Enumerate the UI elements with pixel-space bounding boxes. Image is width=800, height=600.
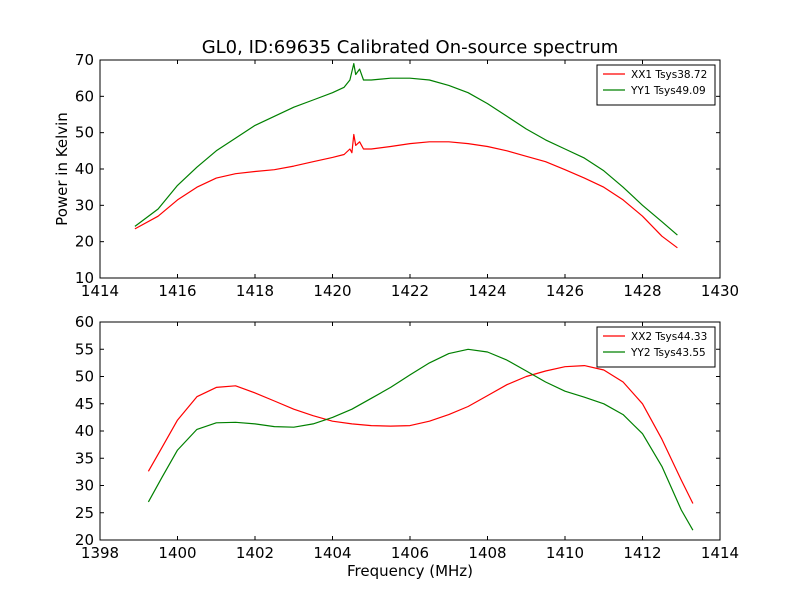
series-line-2 xyxy=(134,63,678,236)
x-tick-label: 1400 xyxy=(158,544,196,562)
legend: XX1 Tsys38.72 YY1 Tsys49.09 xyxy=(596,64,716,106)
x-tick-label: 1418 xyxy=(236,282,274,300)
x-tick-label: 1414 xyxy=(701,544,739,562)
legend-label: YY1 Tsys49.09 xyxy=(630,85,706,97)
y-tick-label: 55 xyxy=(75,340,94,358)
x-tick-label: 1398 xyxy=(81,544,119,562)
legend: XX2 Tsys44.33 YY2 Tsys43.55 xyxy=(596,326,716,368)
series-line-1 xyxy=(134,133,678,249)
y-tick-label: 10 xyxy=(75,269,94,287)
legend-box xyxy=(596,64,716,106)
y-tick-label: 40 xyxy=(75,422,94,440)
y-tick-label: 50 xyxy=(75,124,94,142)
x-tick-label: 1402 xyxy=(236,544,274,562)
y-axis-label: Power in Kelvin xyxy=(53,112,71,226)
x-tick-label: 1408 xyxy=(468,544,506,562)
x-tick-label: 1414 xyxy=(81,282,119,300)
x-tick-label: 1422 xyxy=(391,282,429,300)
series-line-2 xyxy=(147,348,694,531)
y-tick-label: 60 xyxy=(75,87,94,105)
legend-label: YY2 Tsys43.55 xyxy=(630,347,706,359)
y-tick-label: 20 xyxy=(75,233,94,251)
x-tick-label: 1428 xyxy=(623,282,661,300)
y-tick-label: 70 xyxy=(75,51,94,69)
y-tick-label: 40 xyxy=(75,160,94,178)
legend-box xyxy=(596,326,716,368)
chart-title: GL0, ID:69635 Calibrated On-source spect… xyxy=(202,37,619,58)
y-tick-label: 35 xyxy=(75,449,94,467)
y-tick-label: 20 xyxy=(75,531,94,549)
x-tick-label: 1404 xyxy=(313,544,351,562)
legend-label: XX1 Tsys38.72 xyxy=(631,69,707,81)
y-tick-label: 60 xyxy=(75,313,94,331)
x-tick-label: 1424 xyxy=(468,282,506,300)
x-tick-label: 1406 xyxy=(391,544,429,562)
x-tick-label: 1420 xyxy=(313,282,351,300)
y-tick-label: 30 xyxy=(75,196,94,214)
y-tick-label: 50 xyxy=(75,368,94,386)
series-line-1 xyxy=(147,365,694,504)
x-axis-label: Frequency (MHz) xyxy=(347,562,473,580)
y-tick-label: 25 xyxy=(75,504,94,522)
x-tick-label: 1410 xyxy=(546,544,584,562)
y-tick-label: 45 xyxy=(75,395,94,413)
legend-label: XX2 Tsys44.33 xyxy=(631,331,707,343)
x-tick-label: 1412 xyxy=(623,544,661,562)
top-panel: 1414 1416 1418 1420 1422 1424 1426 1428 1430 10 20… xyxy=(53,51,739,300)
x-tick-label: 1430 xyxy=(701,282,739,300)
x-tick-label: 1426 xyxy=(546,282,584,300)
bottom-panel: 1398 1400 1402 1404 1406 1408 1410 1412 1414 20 25… xyxy=(75,313,739,580)
y-tick-label: 30 xyxy=(75,477,94,495)
x-tick-label: 1416 xyxy=(158,282,196,300)
